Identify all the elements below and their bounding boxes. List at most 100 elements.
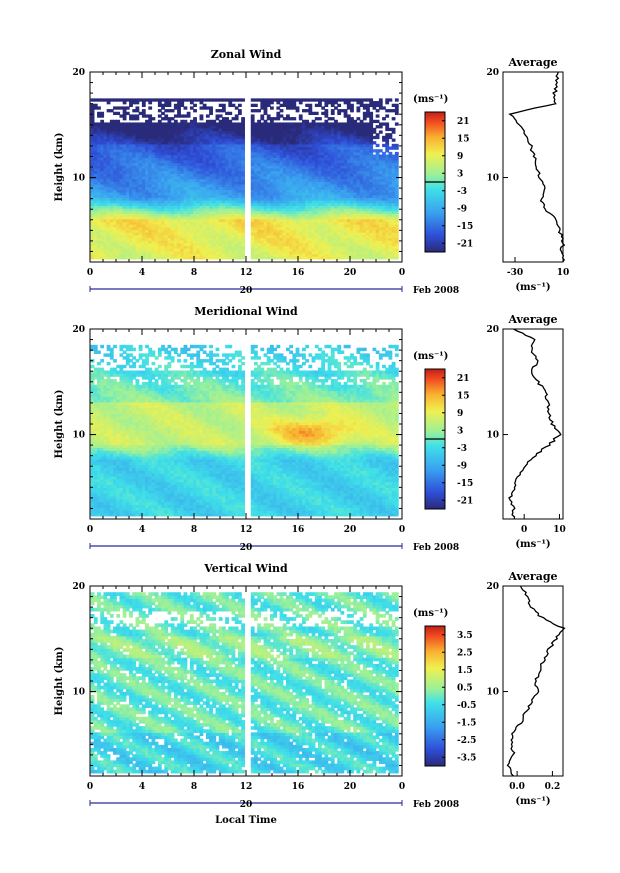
heatmap-cell — [346, 208, 351, 212]
heatmap-cell — [132, 130, 137, 134]
heatmap-cell — [161, 143, 165, 148]
heatmap-cell — [282, 149, 287, 153]
heatmap-cell — [369, 194, 374, 198]
heatmap-cell — [350, 226, 354, 231]
heatmap-cell — [164, 127, 169, 132]
heatmap-cell — [340, 175, 345, 180]
heatmap-cell — [266, 229, 271, 233]
heatmap-cell — [164, 146, 169, 150]
heatmap-cell — [202, 197, 207, 201]
heatmap-cell — [202, 159, 207, 164]
heatmap-cell — [225, 119, 229, 124]
heatmap-cell — [196, 127, 201, 132]
heatmap-cell — [337, 133, 342, 137]
heatmap-cell — [97, 197, 101, 201]
heatmap-cell — [218, 234, 223, 239]
heatmap-cell — [186, 170, 191, 174]
heatmap-cell — [324, 181, 329, 185]
heatmap-cell — [180, 157, 185, 161]
heatmap-cell — [161, 218, 165, 222]
heatmap-cell — [122, 224, 127, 228]
heatmap-cell — [193, 125, 197, 129]
heatmap-cell — [369, 232, 374, 236]
heatmap-cell — [266, 157, 271, 161]
heatmap-cell — [113, 240, 117, 244]
heatmap-cell — [286, 138, 290, 142]
heatmap-cell — [385, 242, 390, 247]
heatmap-cell — [343, 210, 348, 214]
heatmap-cell — [276, 256, 281, 260]
heatmap-cell — [372, 194, 377, 198]
heatmap-cell — [183, 250, 188, 255]
heatmap-cell — [234, 149, 239, 153]
heatmap-cell — [164, 103, 169, 108]
heatmap-cell — [298, 154, 303, 158]
heatmap-cell — [151, 208, 156, 212]
heatmap-cell — [157, 101, 162, 105]
heatmap-cell — [330, 224, 335, 228]
heatmap-cell — [241, 245, 245, 249]
heatmap-cell — [269, 245, 274, 249]
heatmap-cell — [292, 127, 297, 132]
heatmap-cell — [318, 130, 322, 134]
heatmap-cell — [205, 189, 210, 193]
heatmap-cell — [276, 117, 281, 121]
heatmap-cell — [334, 218, 338, 222]
heatmap-cell — [302, 181, 306, 185]
heatmap-cell — [161, 98, 165, 102]
heatmap-cell — [337, 245, 342, 249]
heatmap-cell — [298, 159, 303, 164]
heatmap-cell — [212, 125, 217, 129]
heatmap-cell — [221, 208, 226, 212]
heatmap-cell — [132, 98, 137, 102]
heatmap-cell — [221, 165, 226, 169]
heatmap-cell — [282, 154, 287, 158]
heatmap-cell — [305, 125, 310, 129]
heatmap-cell — [129, 186, 133, 190]
heatmap-cell — [138, 165, 143, 169]
heatmap-cell — [154, 189, 159, 193]
heatmap-cell — [180, 186, 185, 190]
heatmap-cell — [382, 232, 386, 236]
heatmap-cell — [382, 205, 386, 209]
heatmap-cell — [209, 218, 213, 222]
heatmap-cell — [161, 229, 165, 233]
heatmap-cell — [202, 149, 207, 153]
heatmap-cell — [337, 181, 342, 185]
heatmap-cell — [138, 157, 143, 161]
heatmap-cell — [350, 234, 354, 239]
heatmap-cell — [129, 125, 133, 129]
heatmap-cell — [100, 242, 105, 247]
heatmap-cell — [385, 194, 390, 198]
heatmap-cell — [218, 205, 223, 209]
heatmap-cell — [186, 183, 191, 188]
heatmap-cell — [209, 135, 213, 140]
heatmap-cell — [129, 103, 133, 108]
heatmap-cell — [161, 173, 165, 177]
heatmap-cell — [119, 167, 124, 172]
heatmap-cell — [170, 205, 175, 209]
heatmap-cell — [273, 186, 278, 190]
heatmap-cell — [279, 138, 284, 142]
heatmap-cell — [157, 138, 162, 142]
heatmap-cell — [353, 154, 358, 158]
heatmap-cell — [378, 216, 383, 220]
heatmap-cell — [177, 183, 181, 188]
heatmap-cell — [196, 234, 201, 239]
heatmap-cell — [97, 143, 101, 148]
heatmap-cell — [327, 234, 332, 239]
heatmap-cell — [314, 245, 319, 249]
heatmap-cell — [356, 141, 361, 145]
heatmap-cell — [308, 106, 313, 110]
heatmap-cell — [286, 248, 290, 252]
heatmap-cell — [372, 135, 377, 140]
heatmap-cell — [311, 119, 316, 124]
heatmap-cell — [148, 122, 153, 126]
heatmap-cell — [257, 157, 261, 161]
heatmap-cell — [289, 256, 294, 260]
heatmap-cell — [330, 98, 335, 102]
heatmap-cell — [334, 256, 338, 260]
heatmap-cell — [154, 213, 159, 217]
heatmap-cell — [173, 165, 178, 169]
heatmap-cell — [164, 114, 169, 118]
